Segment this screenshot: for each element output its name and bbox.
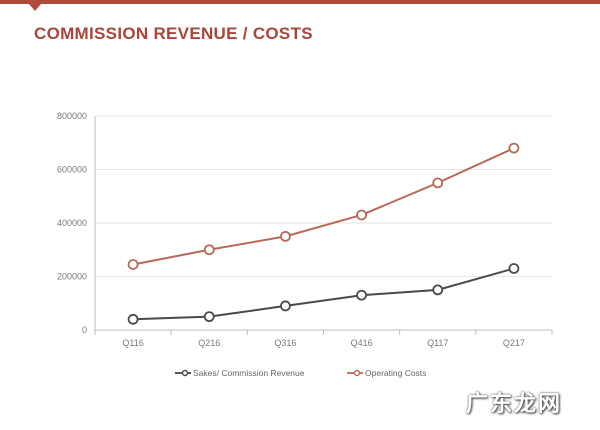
data-point (508, 263, 520, 274)
data-point (356, 289, 367, 301)
grid-layer (95, 115, 552, 277)
series-line-1 (133, 267, 515, 321)
series-layer (127, 142, 520, 325)
y-tick-label: 200000 (57, 272, 87, 282)
x-tick-label: Q316 (274, 338, 296, 348)
data-point (203, 311, 215, 323)
y-tick-label: 0 (82, 325, 87, 335)
data-point (203, 244, 215, 256)
x-tick-label: Q116 (122, 338, 143, 348)
slide-title: COMMISSION REVENUE / COSTS (34, 24, 313, 43)
x-tick-label: Q217 (503, 338, 525, 348)
y-tick-label: 600000 (57, 165, 87, 175)
y-tick-label: 800000 (57, 111, 87, 121)
x-tick-label: Q117 (427, 338, 448, 348)
data-point (280, 300, 291, 312)
legend-marker (181, 369, 189, 377)
legend-label: Operating Costs (365, 368, 426, 378)
top-notch-marker (29, 4, 41, 11)
data-point (432, 284, 444, 296)
axis-layer: 0 200000 400000 600000 800000 Q116 Q216 Q316 Q41… (57, 111, 553, 348)
data-point (432, 177, 444, 189)
legend-label: Sakes/ Commission Revenue (193, 368, 305, 378)
data-point (356, 209, 367, 221)
data-point (280, 230, 291, 242)
top-accent-bar (0, 0, 600, 4)
x-tick-label: Q216 (198, 338, 220, 348)
data-point (127, 313, 139, 325)
legend: Sakes/ Commission Revenue Operating Costs (175, 368, 426, 378)
data-point (508, 142, 520, 154)
series-line-2 (132, 147, 515, 266)
x-tick-label: Q416 (351, 338, 373, 348)
watermark-text: 广东龙网 (465, 392, 562, 417)
legend-marker (353, 369, 361, 377)
y-tick-label: 400000 (57, 218, 87, 228)
data-point (127, 259, 139, 270)
